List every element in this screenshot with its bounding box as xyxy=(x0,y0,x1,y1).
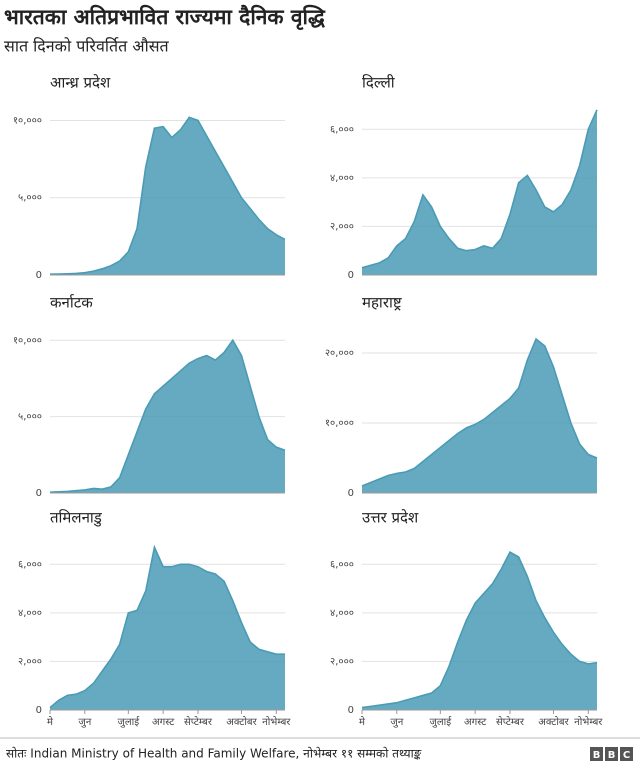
y-tick-label: १०,००० xyxy=(13,115,42,126)
x-tick-label: जुन xyxy=(390,717,403,728)
x-tick-label: सेप्टेम्बर xyxy=(184,716,213,728)
x-tick-label: अगस्ट xyxy=(464,717,487,728)
area-line xyxy=(361,109,598,269)
logo-letter: B xyxy=(593,750,601,761)
y-tick-label: ५,००० xyxy=(18,412,42,423)
y-tick-label: ६,००० xyxy=(330,559,354,570)
panel-title: कर्नाटक xyxy=(50,294,93,312)
y-tick-label: 0 xyxy=(36,488,42,499)
chart-title: भारतका अतिप्रभावित राज्यमा दैनिक वृद्धि xyxy=(4,4,326,31)
y-tick-label: 0 xyxy=(348,488,354,499)
area-line xyxy=(49,544,285,709)
y-tick-label: ६,००० xyxy=(18,559,42,570)
logo-letter: B xyxy=(608,750,616,761)
y-tick-label: 0 xyxy=(36,705,42,716)
y-tick-label: 0 xyxy=(348,705,354,716)
logo-letter: C xyxy=(623,750,630,761)
panel-title: तमिलनाडु xyxy=(50,509,103,528)
y-tick-label: ६,००० xyxy=(330,124,354,135)
x-tick-label: नोभेम्बर xyxy=(262,716,291,728)
x-tick-label: अक्टोबर xyxy=(226,716,257,728)
area xyxy=(50,547,285,710)
area xyxy=(50,117,285,275)
area-line xyxy=(361,337,598,487)
area xyxy=(362,552,597,710)
x-tick-label: अगस्ट xyxy=(152,717,175,728)
x-tick-label: मे xyxy=(47,716,54,728)
area-line xyxy=(361,551,598,709)
y-tick-label: ४,००० xyxy=(330,608,354,619)
area-line xyxy=(49,116,286,276)
y-tick-label: ४,००० xyxy=(330,173,354,184)
y-tick-label: १०,००० xyxy=(325,418,354,429)
y-tick-label: २,००० xyxy=(330,221,354,232)
y-tick-label: १०,००० xyxy=(13,335,42,346)
panel-title: उत्तर प्रदेश xyxy=(362,509,419,527)
y-tick-label: २०,००० xyxy=(325,348,354,359)
x-tick-label: नोभेम्बर xyxy=(574,716,603,728)
x-tick-label: मे xyxy=(359,716,366,728)
panel-title: महाराष्ट्र xyxy=(362,294,402,312)
x-tick-label: जुलाई xyxy=(429,716,452,728)
panel-title: आन्ध्र प्रदेश xyxy=(50,74,111,92)
y-tick-label: 0 xyxy=(348,270,354,281)
y-tick-label: २,००० xyxy=(330,656,354,667)
x-tick-label: अक्टोबर xyxy=(538,716,569,728)
logo-box xyxy=(590,747,603,761)
area xyxy=(50,340,285,493)
chart-subtitle: सात दिनको परिवर्तित औसत xyxy=(4,37,170,56)
x-tick-label: जुलाई xyxy=(117,716,140,728)
area xyxy=(362,339,597,493)
logo-box xyxy=(620,747,633,761)
area-line xyxy=(49,338,286,494)
y-tick-label: 0 xyxy=(36,270,42,281)
x-tick-label: सेप्टेम्बर xyxy=(496,716,525,728)
panel-title: दिल्ली xyxy=(362,74,396,92)
logo-box xyxy=(605,747,618,761)
y-tick-label: २,००० xyxy=(18,656,42,667)
y-tick-label: ४,००० xyxy=(18,608,42,619)
y-tick-label: ५,००० xyxy=(18,193,42,204)
x-tick-label: जुन xyxy=(78,717,91,728)
source: सोतः Indian Ministry of Health and Famil… xyxy=(6,747,422,761)
area xyxy=(362,109,597,275)
